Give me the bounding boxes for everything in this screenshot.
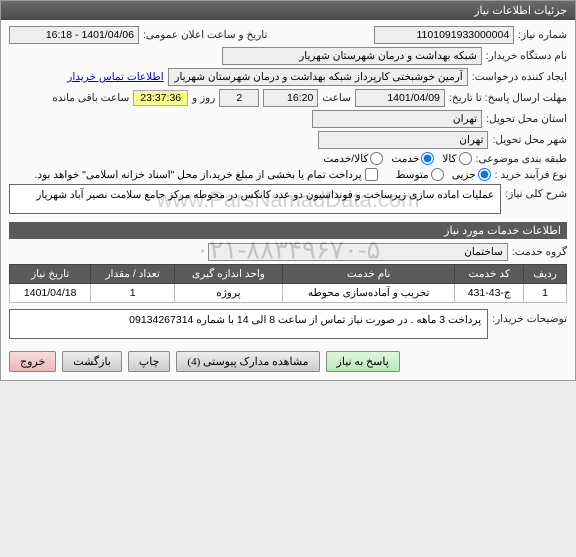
window-content: www.ParsNamadData.com ۰۲۱-۸۸۳۴۹۶۷۰-۵ شما… [1, 20, 575, 380]
proc-medium-radio[interactable] [431, 168, 444, 181]
exit-button[interactable]: خروج [9, 351, 56, 372]
creator-field: آرمین خوشبختی کارپرداز شبکه بهداشت و درم… [168, 68, 468, 86]
need-no-label: شماره نیاز: [518, 29, 567, 41]
attachments-button[interactable]: مشاهده مدارک پیوستی (4) [176, 351, 319, 372]
td-code: ج-43-431 [455, 284, 524, 303]
back-button[interactable]: بازگشت [62, 351, 122, 372]
contact-link[interactable]: اطلاعات تماس خریدار [67, 71, 163, 83]
th-unit: واحد اندازه گیری [174, 265, 282, 284]
table-row: 1 ج-43-431 تخریب و آماده‌سازی محوطه پروژ… [10, 284, 567, 303]
cat-goods-option[interactable]: کالا [442, 152, 471, 165]
td-qty: 1 [91, 284, 175, 303]
th-date: تاریخ نیاز [10, 265, 91, 284]
td-unit: پروژه [174, 284, 282, 303]
countdown-box: 23:37:36 [133, 90, 188, 106]
days-label: روز و [192, 92, 215, 104]
td-row: 1 [524, 284, 567, 303]
desc-box: عملیات اماده سازی زیرساخت و فونداسیون دو… [9, 184, 501, 214]
row-buyer-notes: توضیحات خریدار: پرداخت 3 ماهه . در صورت … [9, 309, 567, 343]
city-field: تهران [318, 131, 488, 149]
row-need-no: شماره نیاز: 1101091933000004 تاریخ و ساع… [9, 26, 567, 44]
category-radio-group: کالا خدمت کالا/خدمت [323, 152, 471, 165]
province-field: تهران [312, 110, 482, 128]
window-title: جزئیات اطلاعات نیاز [474, 5, 567, 17]
row-desc: شرح کلی نیاز: عملیات اماده سازی زیرساخت … [9, 184, 567, 218]
th-qty: تعداد / مقدار [91, 265, 175, 284]
cat-service-option[interactable]: خدمت [391, 152, 434, 165]
buyer-notes-box: پرداخت 3 ماهه . در صورت نیاز تماس از ساع… [9, 309, 488, 339]
days-field: 2 [219, 89, 259, 107]
cat-both-option[interactable]: کالا/خدمت [323, 152, 383, 165]
row-province: استان محل تحویل: تهران [9, 110, 567, 128]
category-label: طبقه بندی موضوعی: [476, 153, 567, 165]
services-table: ردیف کد خدمت نام خدمت واحد اندازه گیری ت… [9, 264, 567, 303]
row-city: شهر محل تحویل: تهران [9, 131, 567, 149]
city-label: شهر محل تحویل: [492, 134, 567, 146]
deadline-date-field: 1401/04/09 [355, 89, 445, 107]
services-section-header: اطلاعات خدمات مورد نیاز [9, 222, 567, 239]
footer-buttons: پاسخ به نیاز مشاهده مدارک پیوستی (4) چاپ… [9, 351, 567, 372]
row-category: طبقه بندی موضوعی: کالا خدمت کالا/خدمت [9, 152, 567, 165]
deadline-hour-label: ساعت [322, 92, 351, 104]
proc-partial-option[interactable]: جزیی [452, 168, 491, 181]
announce-field: 1401/04/06 - 16:18 [9, 26, 139, 44]
proc-medium-option[interactable]: متوسط [396, 168, 444, 181]
payment-note-text: پرداخت تمام یا بخشی از مبلغ خرید،از محل … [35, 169, 362, 181]
province-label: استان محل تحویل: [486, 113, 567, 125]
td-name: تخریب و آماده‌سازی محوطه [282, 284, 454, 303]
desc-label: شرح کلی نیاز: [505, 184, 567, 200]
row-service-group: گروه خدمت: ساختمان [9, 243, 567, 261]
respond-button[interactable]: پاسخ به نیاز [326, 351, 400, 372]
table-header-row: ردیف کد خدمت نام خدمت واحد اندازه گیری ت… [10, 265, 567, 284]
proc-partial-radio[interactable] [478, 168, 491, 181]
payment-note-line: پرداخت تمام یا بخشی از مبلغ خرید،از محل … [35, 168, 378, 181]
row-creator: ایجاد کننده درخواست: آرمین خوشبختی کارپر… [9, 68, 567, 86]
process-label: نوع فرآیند خرید : [495, 169, 567, 181]
th-name: نام خدمت [282, 265, 454, 284]
deadline-hour-field: 16:20 [263, 89, 318, 107]
process-radio-group: جزیی متوسط [396, 168, 491, 181]
details-window: جزئیات اطلاعات نیاز www.ParsNamadData.co… [0, 0, 576, 381]
buyer-label: نام دستگاه خریدار: [486, 50, 567, 62]
row-deadline: مهلت ارسال پاسخ: تا تاریخ: 1401/04/09 سا… [9, 89, 567, 107]
th-row: ردیف [524, 265, 567, 284]
td-date: 1401/04/18 [10, 284, 91, 303]
service-group-label: گروه خدمت: [512, 246, 567, 258]
buyer-field: شبکه بهداشت و درمان شهرستان شهریار [222, 47, 482, 65]
need-no-field: 1101091933000004 [374, 26, 514, 44]
window-titlebar: جزئیات اطلاعات نیاز [1, 1, 575, 20]
cat-both-radio[interactable] [370, 152, 383, 165]
remaining-label: ساعت باقی مانده [52, 92, 129, 104]
creator-label: ایجاد کننده درخواست: [472, 71, 567, 83]
cat-goods-radio[interactable] [459, 152, 472, 165]
deadline-label: مهلت ارسال پاسخ: تا تاریخ: [449, 92, 567, 104]
row-process: نوع فرآیند خرید : جزیی متوسط پرداخت تمام… [9, 168, 567, 181]
th-code: کد خدمت [455, 265, 524, 284]
row-buyer: نام دستگاه خریدار: شبکه بهداشت و درمان ش… [9, 47, 567, 65]
print-button[interactable]: چاپ [128, 351, 171, 372]
cat-service-radio[interactable] [421, 152, 434, 165]
announce-label: تاریخ و ساعت اعلان عمومی: [143, 29, 267, 41]
buyer-notes-label: توضیحات خریدار: [492, 309, 567, 325]
service-group-field: ساختمان [208, 243, 508, 261]
payment-checkbox[interactable] [365, 168, 378, 181]
